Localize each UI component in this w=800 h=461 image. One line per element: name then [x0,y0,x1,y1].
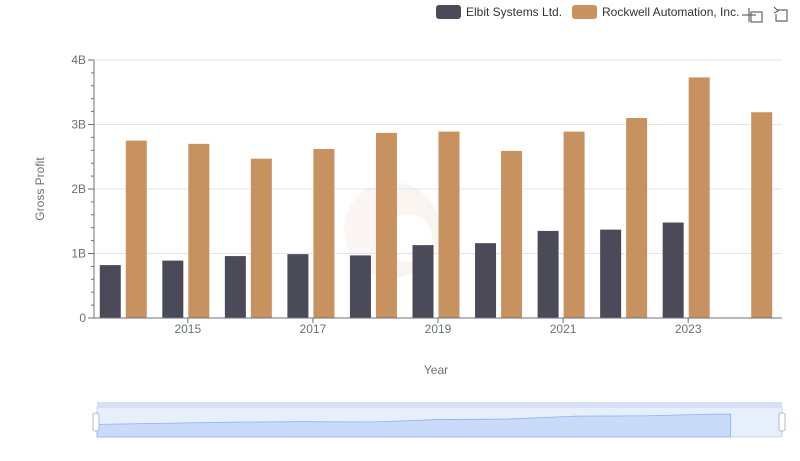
y-axis-labels: 0 1B 2B 3B 4B [71,53,86,325]
y-tick-label: 4B [71,53,86,67]
legend: Elbit Systems Ltd. Rockwell Automation, … [436,5,739,19]
bar-elbit-2018[interactable] [349,255,371,318]
x-tick-label: 2023 [675,322,702,336]
bar-rockwell-2016[interactable] [250,158,272,318]
y-tick-label: 0 [79,311,86,325]
data-zoom-preview [96,413,732,438]
legend-item-rockwell[interactable]: Rockwell Automation, Inc. [572,5,739,19]
zoom-icon[interactable] [742,8,763,23]
bar-rockwell-2021[interactable] [563,131,585,318]
y-tick-label: 2B [71,182,86,196]
bar-rockwell-2024[interactable] [751,112,773,319]
bar-elbit-2023[interactable] [662,222,684,318]
x-tick-label: 2015 [174,322,201,336]
bar-elbit-2021[interactable] [537,230,559,318]
data-zoom-handle-left[interactable] [92,412,100,432]
bars [99,77,773,319]
legend-item-elbit[interactable]: Elbit Systems Ltd. [436,5,562,19]
x-axis [93,60,782,323]
legend-label-rockwell: Rockwell Automation, Inc. [602,5,739,19]
legend-label-elbit: Elbit Systems Ltd. [466,5,562,19]
bar-elbit-2014[interactable] [99,265,121,318]
legend-swatch-elbit [436,5,461,19]
bar-rockwell-2014[interactable] [125,140,147,318]
y-axis-title: Gross Profit [33,157,47,221]
y-axis-ticks [88,59,94,319]
bar-rockwell-2018[interactable] [375,132,397,318]
data-zoom-move-handle[interactable] [97,402,782,407]
x-tick-label: 2017 [300,322,327,336]
data-zoom-slider[interactable] [92,402,786,438]
bar-elbit-2020[interactable] [475,243,497,318]
x-axis-title: Year [424,363,448,377]
bar-rockwell-2019[interactable] [438,131,460,318]
data-zoom-handle-right[interactable] [778,412,786,432]
bar-rockwell-2017[interactable] [313,149,335,318]
bar-elbit-2022[interactable] [600,229,622,318]
bar-rockwell-2023[interactable] [688,77,710,318]
y-tick-label: 3B [71,118,86,132]
bar-rockwell-2020[interactable] [501,150,523,318]
restore-icon[interactable] [773,6,788,22]
data-zoom-selection[interactable] [97,407,782,437]
bar-elbit-2015[interactable] [162,260,184,318]
y-tick-label: 1B [71,247,86,261]
bar-elbit-2019[interactable] [412,245,434,318]
bar-rockwell-2015[interactable] [188,143,210,318]
legend-swatch-rockwell [572,5,597,19]
x-axis-labels: 2015 2017 2019 2021 2023 [174,322,701,336]
x-tick-label: 2021 [550,322,577,336]
bar-elbit-2016[interactable] [224,256,246,318]
bar-elbit-2017[interactable] [287,254,309,318]
bar-rockwell-2022[interactable] [626,118,648,318]
x-tick-label: 2019 [425,322,452,336]
